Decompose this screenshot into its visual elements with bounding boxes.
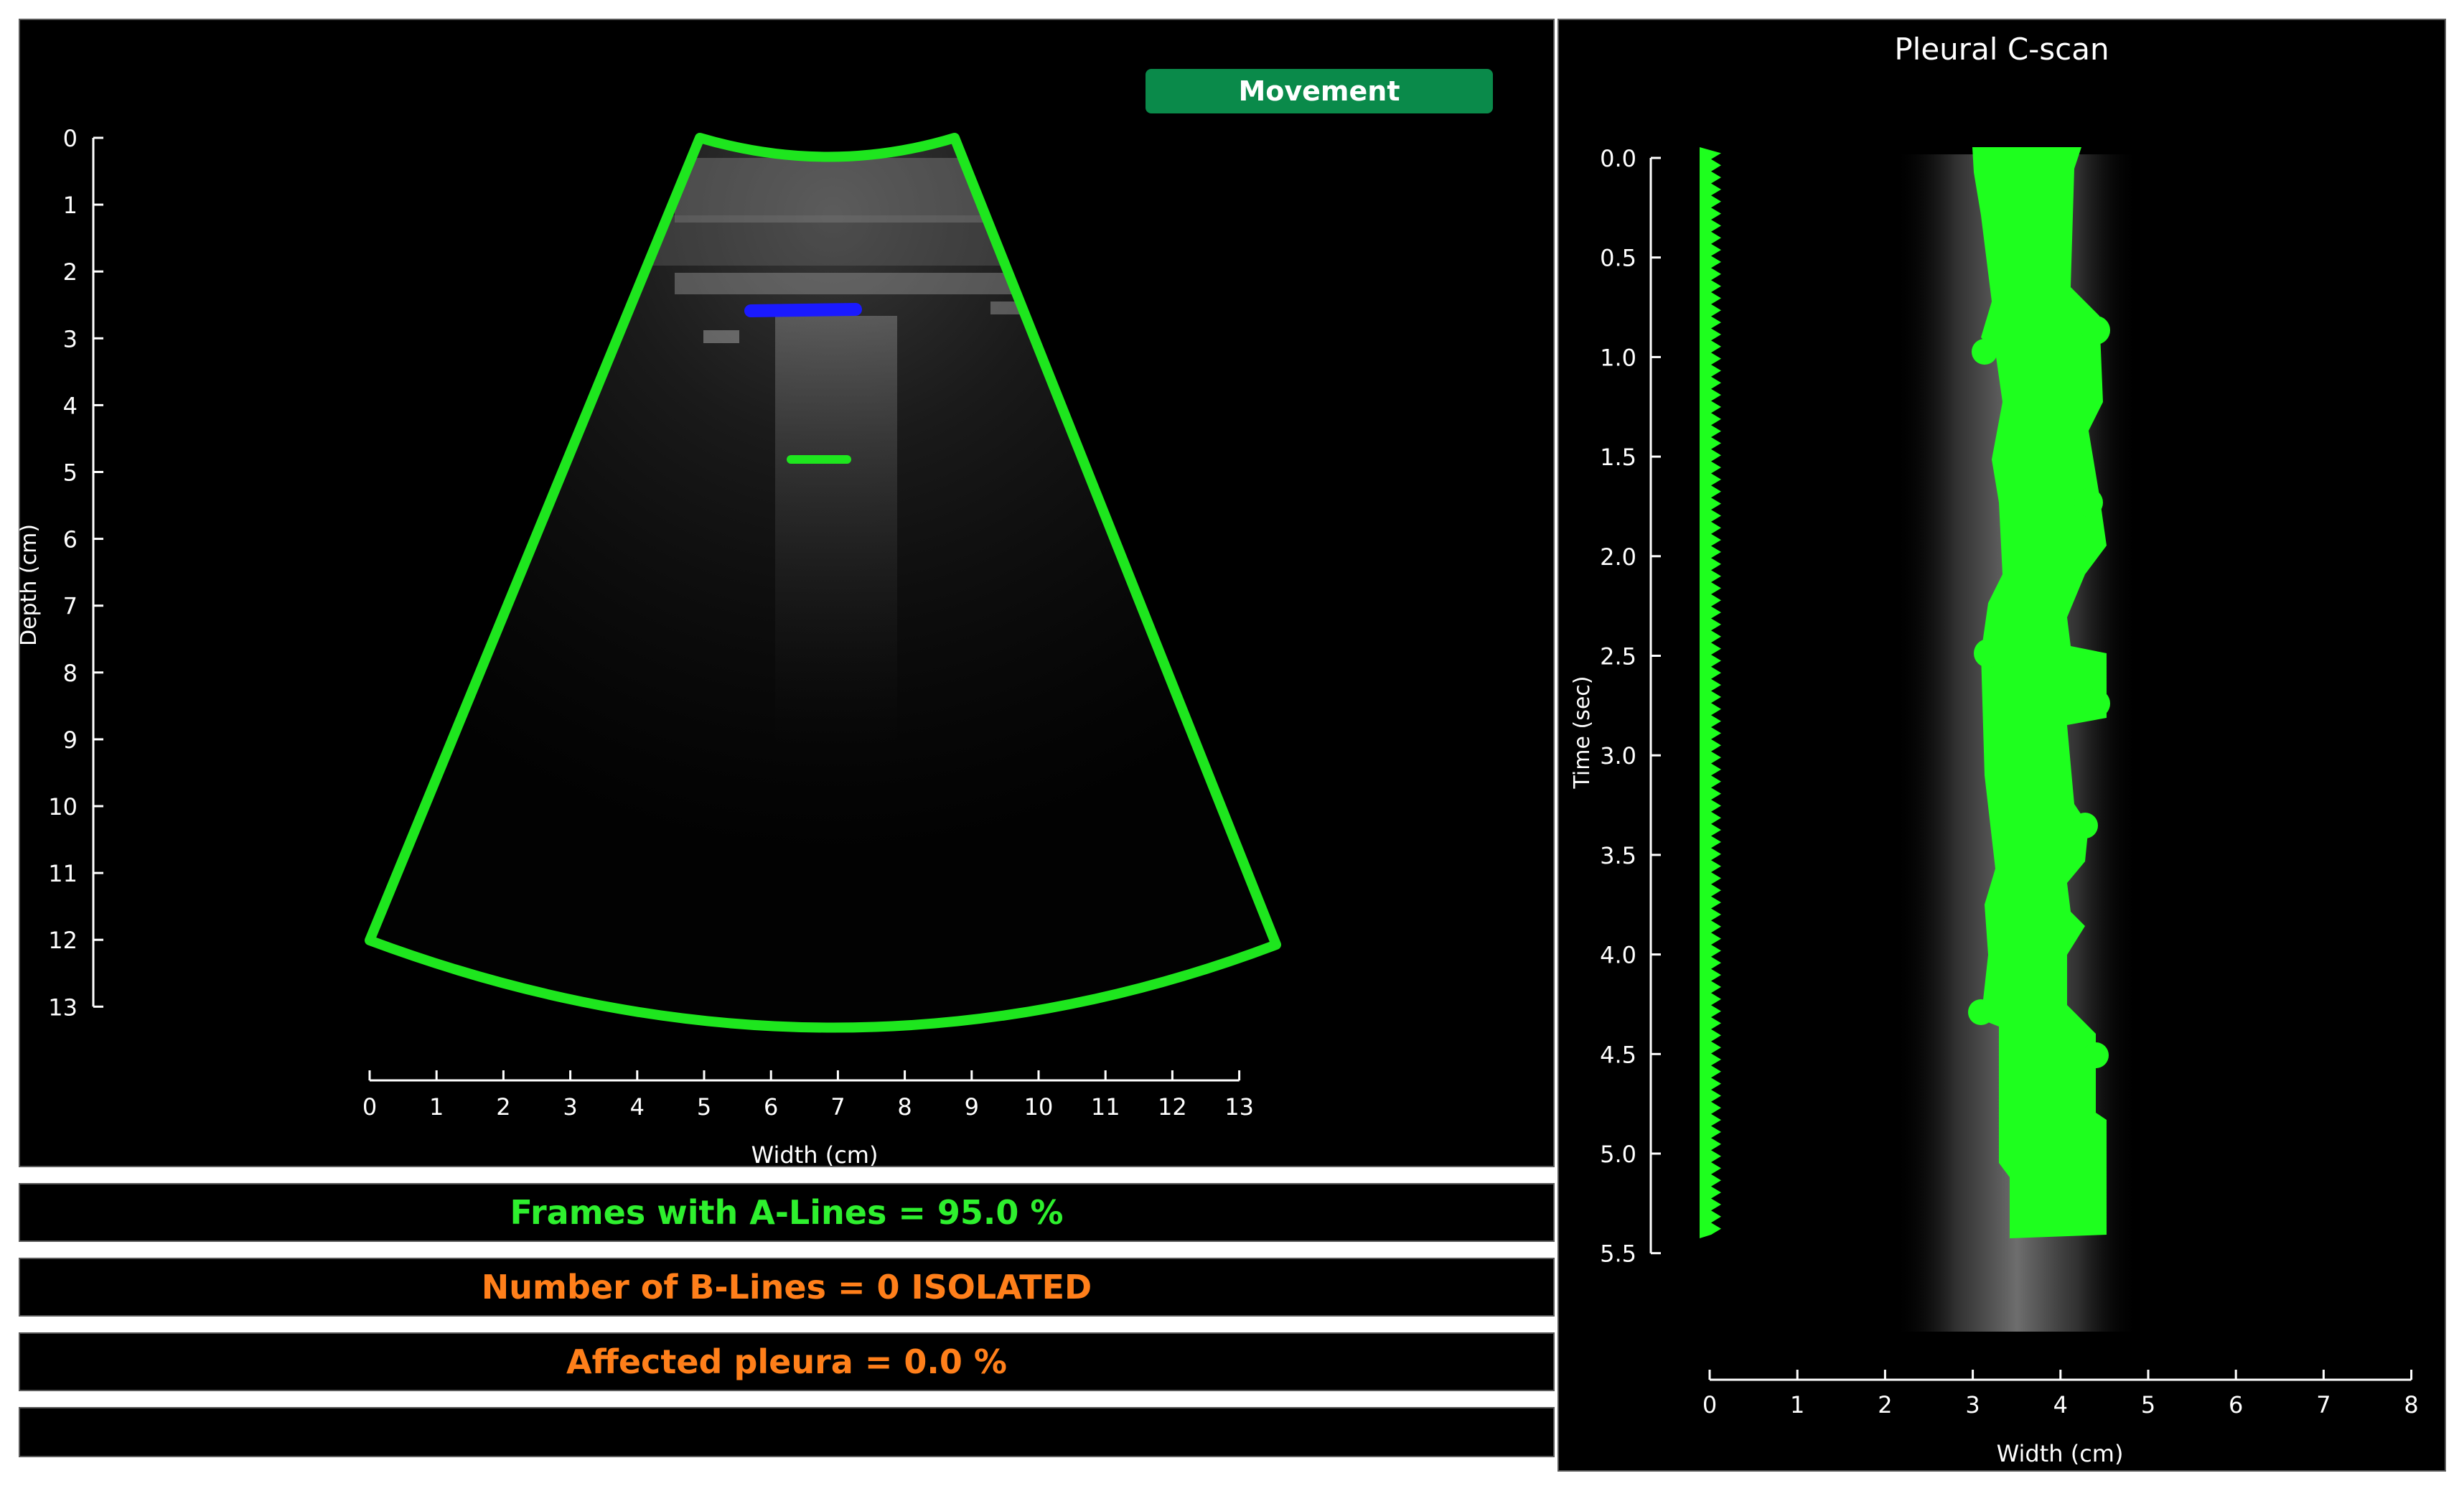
depth-tick-label: 6 bbox=[63, 526, 78, 553]
depth-tick-label: 2 bbox=[63, 258, 78, 286]
width-axis: 0 1 2 3 4 5 6 7 8 9 10 11 12 13 bbox=[362, 1070, 1254, 1121]
pleural-trace bbox=[1968, 147, 2110, 1238]
movement-status-button[interactable]: Movement bbox=[1146, 69, 1493, 113]
width-tick-label: 11 bbox=[1091, 1093, 1120, 1121]
c-scan-width-tick-label: 3 bbox=[1965, 1391, 1980, 1418]
frame-marker-strip bbox=[1700, 147, 1721, 1238]
width-tick-label: 7 bbox=[830, 1093, 845, 1121]
c-scan-width-tick-label: 0 bbox=[1702, 1391, 1717, 1418]
scan-sector-outline bbox=[365, 133, 1281, 1033]
time-tick-label: 3.0 bbox=[1600, 742, 1636, 770]
depth-axis-label: Depth (cm) bbox=[17, 524, 42, 646]
depth-tick-label: 7 bbox=[63, 593, 78, 620]
width-tick-label: 2 bbox=[496, 1093, 510, 1121]
width-tick-label: 5 bbox=[697, 1093, 711, 1121]
width-tick-label: 8 bbox=[897, 1093, 912, 1121]
depth-tick-label: 1 bbox=[63, 192, 78, 219]
time-tick-label: 2.0 bbox=[1600, 543, 1636, 571]
a-lines-result: Frames with A-Lines = 95.0 % bbox=[19, 1183, 1555, 1242]
width-tick-label: 13 bbox=[1224, 1093, 1254, 1121]
depth-tick-label: 5 bbox=[63, 459, 78, 487]
time-tick-label: 0.5 bbox=[1600, 245, 1636, 272]
width-axis-label: Width (cm) bbox=[751, 1141, 879, 1169]
depth-tick-label: 12 bbox=[48, 927, 78, 954]
time-tick-label: 2.5 bbox=[1600, 643, 1636, 670]
c-scan-width-tick-label: 5 bbox=[2141, 1391, 2155, 1418]
width-tick-label: 4 bbox=[630, 1093, 645, 1121]
empty-result-box bbox=[19, 1407, 1555, 1457]
time-tick-label: 4.0 bbox=[1600, 942, 1636, 969]
time-tick-label: 4.5 bbox=[1600, 1041, 1636, 1068]
width-tick-label: 0 bbox=[362, 1093, 377, 1121]
depth-tick-label: 10 bbox=[48, 793, 78, 821]
c-scan-width-tick-label: 2 bbox=[1878, 1391, 1892, 1418]
depth-tick-label: 9 bbox=[63, 726, 78, 754]
time-tick-label: 3.5 bbox=[1600, 842, 1636, 869]
b-lines-result: Number of B-Lines = 0 ISOLATED bbox=[19, 1258, 1555, 1317]
c-scan-width-tick-label: 6 bbox=[2229, 1391, 2243, 1418]
depth-tick-label: 3 bbox=[63, 325, 78, 352]
c-scan-width-tick-label: 1 bbox=[1790, 1391, 1804, 1418]
width-tick-label: 12 bbox=[1158, 1093, 1187, 1121]
width-tick-label: 3 bbox=[563, 1093, 577, 1121]
affected-pleura-result: Affected pleura = 0.0 % bbox=[19, 1332, 1555, 1391]
pleura-line-marker bbox=[744, 303, 862, 317]
time-tick-label: 1.5 bbox=[1600, 444, 1636, 471]
time-tick-label: 5.0 bbox=[1600, 1141, 1636, 1168]
depth-tick-label: 11 bbox=[48, 860, 78, 887]
c-scan-width-axis-label: Width (cm) bbox=[1997, 1440, 2124, 1467]
c-scan-width-tick-label: 7 bbox=[2316, 1391, 2331, 1418]
c-scan-title: Pleural C-scan bbox=[1894, 32, 2109, 67]
time-axis-label: Time (sec) bbox=[1570, 676, 1595, 790]
depth-tick-label: 13 bbox=[48, 994, 78, 1021]
time-tick-label: 5.5 bbox=[1600, 1240, 1636, 1268]
width-tick-label: 1 bbox=[429, 1093, 444, 1121]
depth-tick-label: 0 bbox=[63, 125, 78, 152]
depth-tick-label: 8 bbox=[63, 660, 78, 687]
width-tick-label: 6 bbox=[764, 1093, 778, 1121]
time-tick-label: 1.0 bbox=[1600, 344, 1636, 371]
depth-tick-label: 4 bbox=[63, 392, 78, 419]
c-scan-width-tick-label: 4 bbox=[2053, 1391, 2068, 1418]
time-axis: 0.0 0.5 1.0 1.5 2.0 2.5 3.0 3.5 4.0 4.5 5.0 5.5 bbox=[1600, 145, 1661, 1268]
c-scan-width-tick-label: 8 bbox=[2404, 1391, 2418, 1418]
time-tick-label: 0.0 bbox=[1600, 145, 1636, 172]
width-tick-label: 9 bbox=[965, 1093, 979, 1121]
c-scan-width-axis: 0 1 2 3 4 5 6 7 8 bbox=[1702, 1370, 2419, 1418]
width-tick-label: 10 bbox=[1024, 1093, 1054, 1121]
